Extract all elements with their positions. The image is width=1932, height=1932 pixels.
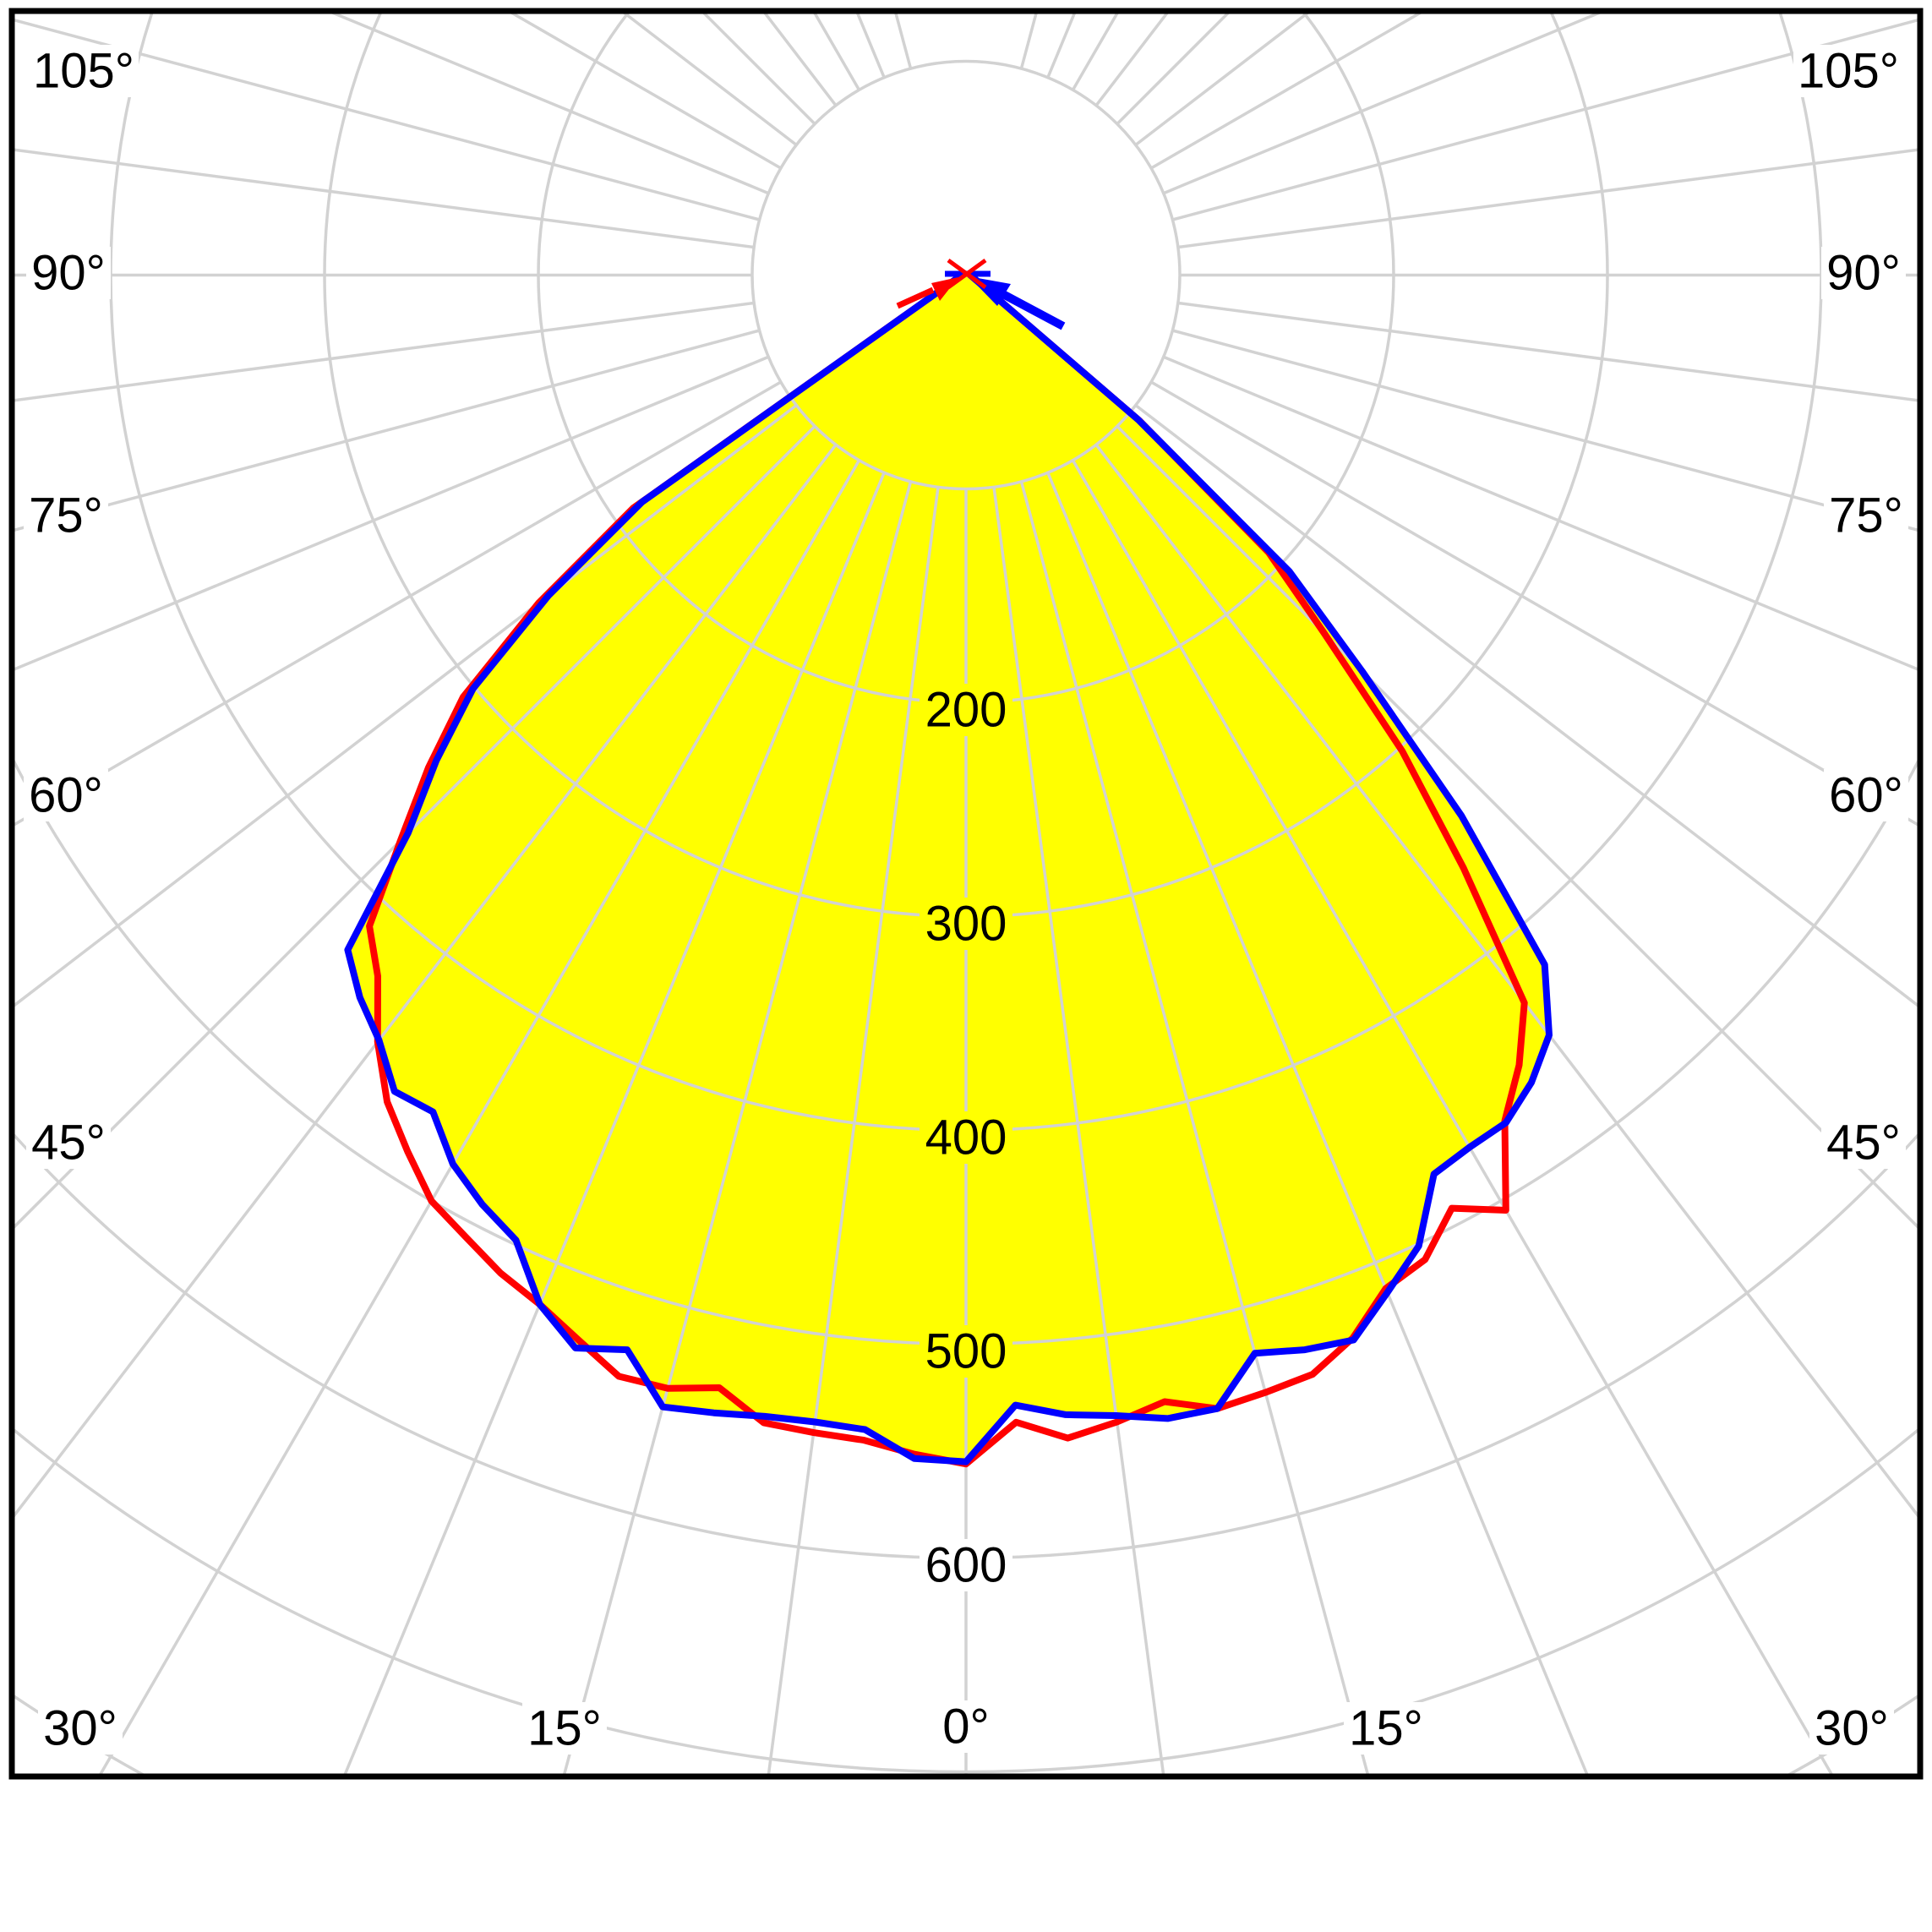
angle-tick-label: 45° xyxy=(1826,1116,1901,1171)
angle-tick-label-bg xyxy=(38,1702,123,1755)
radius-tick-label-bg xyxy=(920,684,1012,736)
angle-tick-label-bg xyxy=(1821,247,1906,299)
plot-border xyxy=(8,8,1924,1780)
angle-tick-label: 15° xyxy=(527,1701,602,1756)
axis-labels: 105° 90° 75° 60° 45° 45° 60° 75° 90° 105° 30° 15° 0°… xyxy=(24,44,1908,1756)
grid-radial-112.5deg xyxy=(1163,14,1602,195)
grid-radial--15.0deg xyxy=(562,481,913,1774)
grid-radial--60.0deg xyxy=(14,380,782,827)
series-c90-c270-curve xyxy=(344,271,1553,1465)
grid-radial--52.5deg xyxy=(14,404,798,1007)
red-start-arrow-head-icon xyxy=(931,277,958,301)
radius-tick-label: 400 xyxy=(925,1111,1007,1165)
angle-tick-label: 60° xyxy=(1829,768,1903,823)
grid-radial--97.5deg xyxy=(14,148,755,249)
grid-radial-30.0deg xyxy=(1071,459,1833,1774)
grid-radial-22.5deg xyxy=(1046,472,1589,1774)
angle-tick-label-bg xyxy=(24,769,108,821)
angle-tick-label: 0° xyxy=(942,1700,989,1755)
grid-radial-67.5deg xyxy=(1163,355,1918,671)
angle-tick-label: 60° xyxy=(29,768,103,823)
grid-radial-37.5deg xyxy=(1094,444,1918,1518)
grid-radial--22.5deg xyxy=(343,472,886,1774)
angle-tick-label-bg xyxy=(1809,1702,1894,1755)
angle-tick-label-bg xyxy=(26,1116,111,1169)
grid-radial--105.0deg xyxy=(14,18,761,221)
grid-radial-97.5deg xyxy=(1177,148,1918,249)
angle-tick-label: 30° xyxy=(1815,1701,1889,1756)
grid-radial-52.5deg xyxy=(1134,404,1918,1007)
grid-radial--37.5deg xyxy=(14,444,838,1518)
grid-radial--67.5deg xyxy=(14,355,769,671)
angle-tick-label: 105° xyxy=(1798,44,1899,99)
angle-tick-label: 30° xyxy=(43,1701,117,1756)
radius-tick-label-bg xyxy=(920,1325,1012,1378)
angle-tick-label: 105° xyxy=(33,44,134,99)
origin-markers xyxy=(896,258,1066,330)
angle-tick-label: 75° xyxy=(1829,488,1903,543)
grid-radial-60.0deg xyxy=(1150,380,1918,827)
radius-tick-label-bg xyxy=(920,898,1012,950)
grid-radial--75.0deg xyxy=(14,329,761,532)
radius-tick-label: 200 xyxy=(925,683,1007,738)
radius-tick-label: 600 xyxy=(925,1538,1007,1593)
grid-radial-105.0deg xyxy=(1171,18,1918,221)
angle-tick-label-bg xyxy=(1793,45,1903,97)
angle-tick-label-bg xyxy=(1344,1702,1428,1755)
angle-tick-label: 45° xyxy=(31,1116,106,1171)
grid-radial-82.5deg xyxy=(1177,301,1918,402)
grid-radial--30.0deg xyxy=(99,459,861,1774)
angle-tick-label-bg xyxy=(1824,769,1908,821)
angle-tick-label-bg xyxy=(936,1700,996,1753)
red-start-arrow-shaft xyxy=(896,287,935,309)
grid-radial--7.5deg xyxy=(767,487,940,1774)
angle-tick-label-bg xyxy=(24,489,108,542)
angle-tick-label-bg xyxy=(1821,1116,1906,1169)
angle-tick-label-bg xyxy=(26,247,111,299)
red-x-marker-stroke2 xyxy=(947,258,987,290)
angle-tick-label: 90° xyxy=(31,246,106,301)
angle-tick-label-bg xyxy=(29,45,139,97)
grid-radial--112.5deg xyxy=(330,14,769,195)
grid-radial-7.5deg xyxy=(992,487,1165,1774)
grid-radial--45.0deg xyxy=(14,425,816,1229)
angle-tick-label: 15° xyxy=(1349,1701,1423,1756)
grid-radial-15.0deg xyxy=(1019,481,1370,1774)
radius-tick-label-bg xyxy=(920,1111,1012,1164)
grid-radial--82.5deg xyxy=(14,301,755,402)
grid-radial-75.0deg xyxy=(1171,329,1918,532)
angle-tick-label-bg xyxy=(522,1702,607,1755)
angle-tick-label: 75° xyxy=(29,488,103,543)
radius-tick-label-bg xyxy=(920,1539,1012,1591)
series-c0-c180-curve xyxy=(366,271,1528,1468)
radius-tick-label: 300 xyxy=(925,897,1007,952)
intensity-fill-area xyxy=(347,275,1549,1462)
angle-tick-label: 90° xyxy=(1826,246,1901,301)
radius-tick-label: 500 xyxy=(925,1324,1007,1379)
angle-tick-label-bg xyxy=(1824,489,1908,542)
